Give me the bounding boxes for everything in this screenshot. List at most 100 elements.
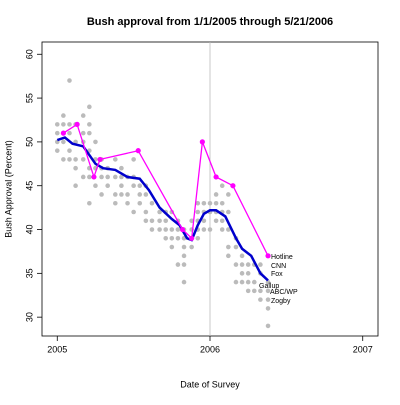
- point: [179, 226, 186, 233]
- point: [131, 183, 136, 189]
- point: [163, 218, 169, 224]
- point: [61, 122, 66, 127]
- point: [181, 279, 187, 285]
- point: [230, 183, 236, 189]
- point: [87, 122, 92, 127]
- point: [119, 165, 124, 171]
- point: [233, 262, 239, 267]
- point: [149, 218, 155, 224]
- pollster-label: Hotline: [271, 254, 293, 261]
- point: [113, 200, 118, 206]
- point: [258, 288, 263, 294]
- point: [67, 122, 72, 127]
- point: [239, 253, 245, 259]
- y-tick-label: 35: [24, 268, 34, 278]
- point: [195, 235, 201, 241]
- point: [125, 192, 130, 197]
- point: [181, 244, 187, 250]
- point: [181, 262, 187, 267]
- point: [258, 297, 263, 302]
- point: [175, 262, 181, 267]
- point: [189, 235, 195, 241]
- point: [199, 139, 205, 145]
- point: [245, 279, 251, 285]
- point: [226, 253, 231, 259]
- y-tick-label: 45: [24, 181, 34, 191]
- point: [201, 200, 207, 206]
- point: [265, 297, 271, 302]
- point: [105, 174, 110, 180]
- point: [195, 200, 201, 206]
- point: [226, 227, 231, 232]
- point: [97, 156, 103, 163]
- x-axis-label: Date of Survey: [180, 379, 240, 389]
- point: [87, 130, 92, 136]
- point: [239, 279, 245, 285]
- point: [169, 244, 175, 250]
- point: [137, 183, 143, 189]
- point: [181, 253, 187, 259]
- point: [157, 218, 162, 224]
- point: [119, 183, 124, 189]
- point: [239, 262, 245, 267]
- pollster-label: Zogby: [271, 298, 291, 305]
- point: [87, 174, 92, 180]
- point: [207, 200, 213, 206]
- point: [245, 271, 251, 276]
- point: [99, 192, 104, 197]
- point: [149, 227, 155, 232]
- point: [91, 174, 97, 180]
- point: [54, 148, 60, 153]
- point: [169, 227, 175, 232]
- y-tick-label: 50: [24, 137, 34, 147]
- point: [219, 183, 225, 189]
- point: [143, 218, 149, 224]
- point: [169, 235, 175, 241]
- point: [201, 227, 207, 232]
- point: [226, 209, 231, 215]
- y-tick-label: 30: [24, 312, 34, 322]
- point: [67, 157, 72, 162]
- point: [163, 235, 169, 241]
- point: [67, 148, 72, 153]
- chart-title: Bush approval from 1/1/2005 through 5/21…: [87, 16, 333, 28]
- point: [251, 288, 257, 294]
- point: [67, 78, 72, 83]
- x-tick-label: 2006: [200, 344, 220, 354]
- point: [93, 139, 98, 145]
- point: [80, 157, 86, 162]
- point: [226, 244, 231, 250]
- y-tick-label: 60: [24, 49, 34, 59]
- point: [54, 130, 60, 136]
- point: [258, 262, 263, 267]
- point: [245, 262, 251, 267]
- point: [226, 192, 231, 197]
- point: [113, 174, 118, 180]
- x-tick-label: 2007: [353, 344, 373, 354]
- point: [131, 157, 136, 162]
- point: [219, 227, 225, 232]
- point: [131, 209, 136, 215]
- point: [74, 121, 80, 127]
- point: [113, 192, 118, 197]
- point: [213, 192, 219, 197]
- point: [157, 227, 162, 232]
- point: [93, 183, 98, 189]
- point: [251, 279, 257, 285]
- y-tick-label: 55: [24, 93, 34, 103]
- x-tick-label: 2005: [47, 344, 67, 354]
- point: [61, 113, 66, 118]
- point: [265, 306, 271, 311]
- point: [195, 209, 201, 215]
- point: [87, 104, 92, 110]
- point: [219, 200, 225, 206]
- point: [125, 200, 130, 206]
- point: [265, 253, 271, 259]
- point: [265, 323, 271, 329]
- point: [201, 218, 207, 224]
- point: [163, 227, 169, 232]
- point: [189, 244, 194, 250]
- point: [233, 244, 239, 250]
- point: [213, 174, 219, 180]
